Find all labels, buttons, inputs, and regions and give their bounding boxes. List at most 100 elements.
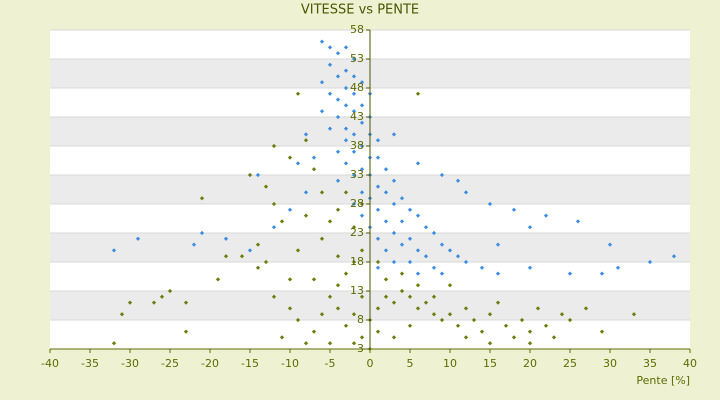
point bbox=[191, 242, 197, 247]
point bbox=[495, 300, 501, 305]
point bbox=[503, 323, 509, 328]
point bbox=[415, 248, 421, 253]
point bbox=[359, 335, 365, 340]
point bbox=[295, 248, 301, 253]
point bbox=[407, 207, 413, 212]
point bbox=[359, 294, 365, 299]
point bbox=[391, 300, 397, 305]
point bbox=[271, 294, 277, 299]
point bbox=[303, 132, 309, 137]
point bbox=[399, 242, 405, 247]
x-tick-label: 35 bbox=[643, 357, 657, 370]
point bbox=[383, 219, 389, 224]
y-tick-label: 3 bbox=[357, 342, 364, 355]
point bbox=[271, 201, 277, 207]
point bbox=[255, 265, 261, 270]
point bbox=[463, 190, 469, 195]
point bbox=[383, 277, 389, 282]
point bbox=[447, 312, 453, 317]
x-tick-label: 15 bbox=[483, 357, 497, 370]
point bbox=[399, 219, 405, 224]
point bbox=[159, 294, 165, 299]
point bbox=[391, 230, 397, 236]
point bbox=[375, 329, 381, 334]
point bbox=[303, 213, 309, 218]
point bbox=[383, 167, 389, 172]
point bbox=[279, 219, 285, 224]
point bbox=[255, 172, 261, 178]
y-tick-label: 18 bbox=[350, 255, 364, 268]
point bbox=[415, 283, 421, 288]
point bbox=[383, 294, 389, 299]
point bbox=[359, 167, 365, 172]
point bbox=[351, 172, 357, 178]
y-tick-label: 38 bbox=[350, 139, 364, 152]
point bbox=[455, 323, 461, 328]
point bbox=[215, 277, 221, 282]
point bbox=[535, 306, 541, 311]
point bbox=[463, 259, 469, 265]
point bbox=[439, 271, 445, 276]
point bbox=[487, 341, 493, 346]
point bbox=[375, 138, 381, 143]
point bbox=[287, 306, 293, 311]
point bbox=[223, 254, 229, 259]
point bbox=[527, 329, 533, 334]
point bbox=[407, 236, 413, 241]
point bbox=[359, 213, 365, 218]
point bbox=[247, 172, 253, 178]
point bbox=[303, 190, 309, 195]
y-tick-label: 28 bbox=[350, 197, 364, 210]
point bbox=[327, 219, 333, 224]
point bbox=[439, 317, 445, 323]
point bbox=[407, 323, 413, 328]
point bbox=[271, 225, 277, 230]
point bbox=[255, 242, 261, 247]
x-tick-label: 40 bbox=[683, 357, 697, 370]
x-tick-label: 30 bbox=[603, 357, 617, 370]
point bbox=[423, 300, 429, 305]
point bbox=[407, 294, 413, 299]
point bbox=[511, 207, 517, 212]
point bbox=[511, 335, 517, 340]
y-tick-label: 33 bbox=[350, 168, 364, 181]
point bbox=[479, 329, 485, 334]
point bbox=[399, 271, 405, 276]
point bbox=[271, 143, 277, 149]
x-tick-label: -35 bbox=[81, 357, 99, 370]
point bbox=[335, 283, 341, 288]
point bbox=[375, 306, 381, 311]
point bbox=[199, 196, 205, 201]
point bbox=[335, 254, 341, 259]
point bbox=[351, 225, 357, 230]
point bbox=[351, 312, 357, 317]
point bbox=[223, 236, 229, 241]
point bbox=[575, 219, 581, 224]
point bbox=[599, 329, 605, 334]
point bbox=[527, 265, 533, 270]
point bbox=[335, 207, 341, 212]
point bbox=[607, 242, 613, 247]
point bbox=[311, 329, 317, 334]
point bbox=[527, 225, 533, 230]
point bbox=[335, 178, 341, 183]
point bbox=[391, 335, 397, 340]
point bbox=[343, 271, 349, 276]
point bbox=[319, 236, 325, 241]
point bbox=[135, 236, 141, 241]
point bbox=[407, 259, 413, 265]
point bbox=[359, 190, 365, 195]
point bbox=[487, 201, 493, 207]
point bbox=[335, 149, 341, 154]
point bbox=[375, 184, 381, 189]
y-tick-label: 23 bbox=[350, 226, 364, 239]
point bbox=[615, 265, 621, 270]
y-tick-label: 8 bbox=[357, 313, 364, 326]
y-tick-label: 48 bbox=[350, 81, 364, 94]
point bbox=[463, 306, 469, 311]
point bbox=[351, 132, 357, 137]
point bbox=[311, 155, 317, 160]
point bbox=[567, 317, 573, 323]
point bbox=[311, 167, 317, 172]
point bbox=[431, 265, 437, 270]
